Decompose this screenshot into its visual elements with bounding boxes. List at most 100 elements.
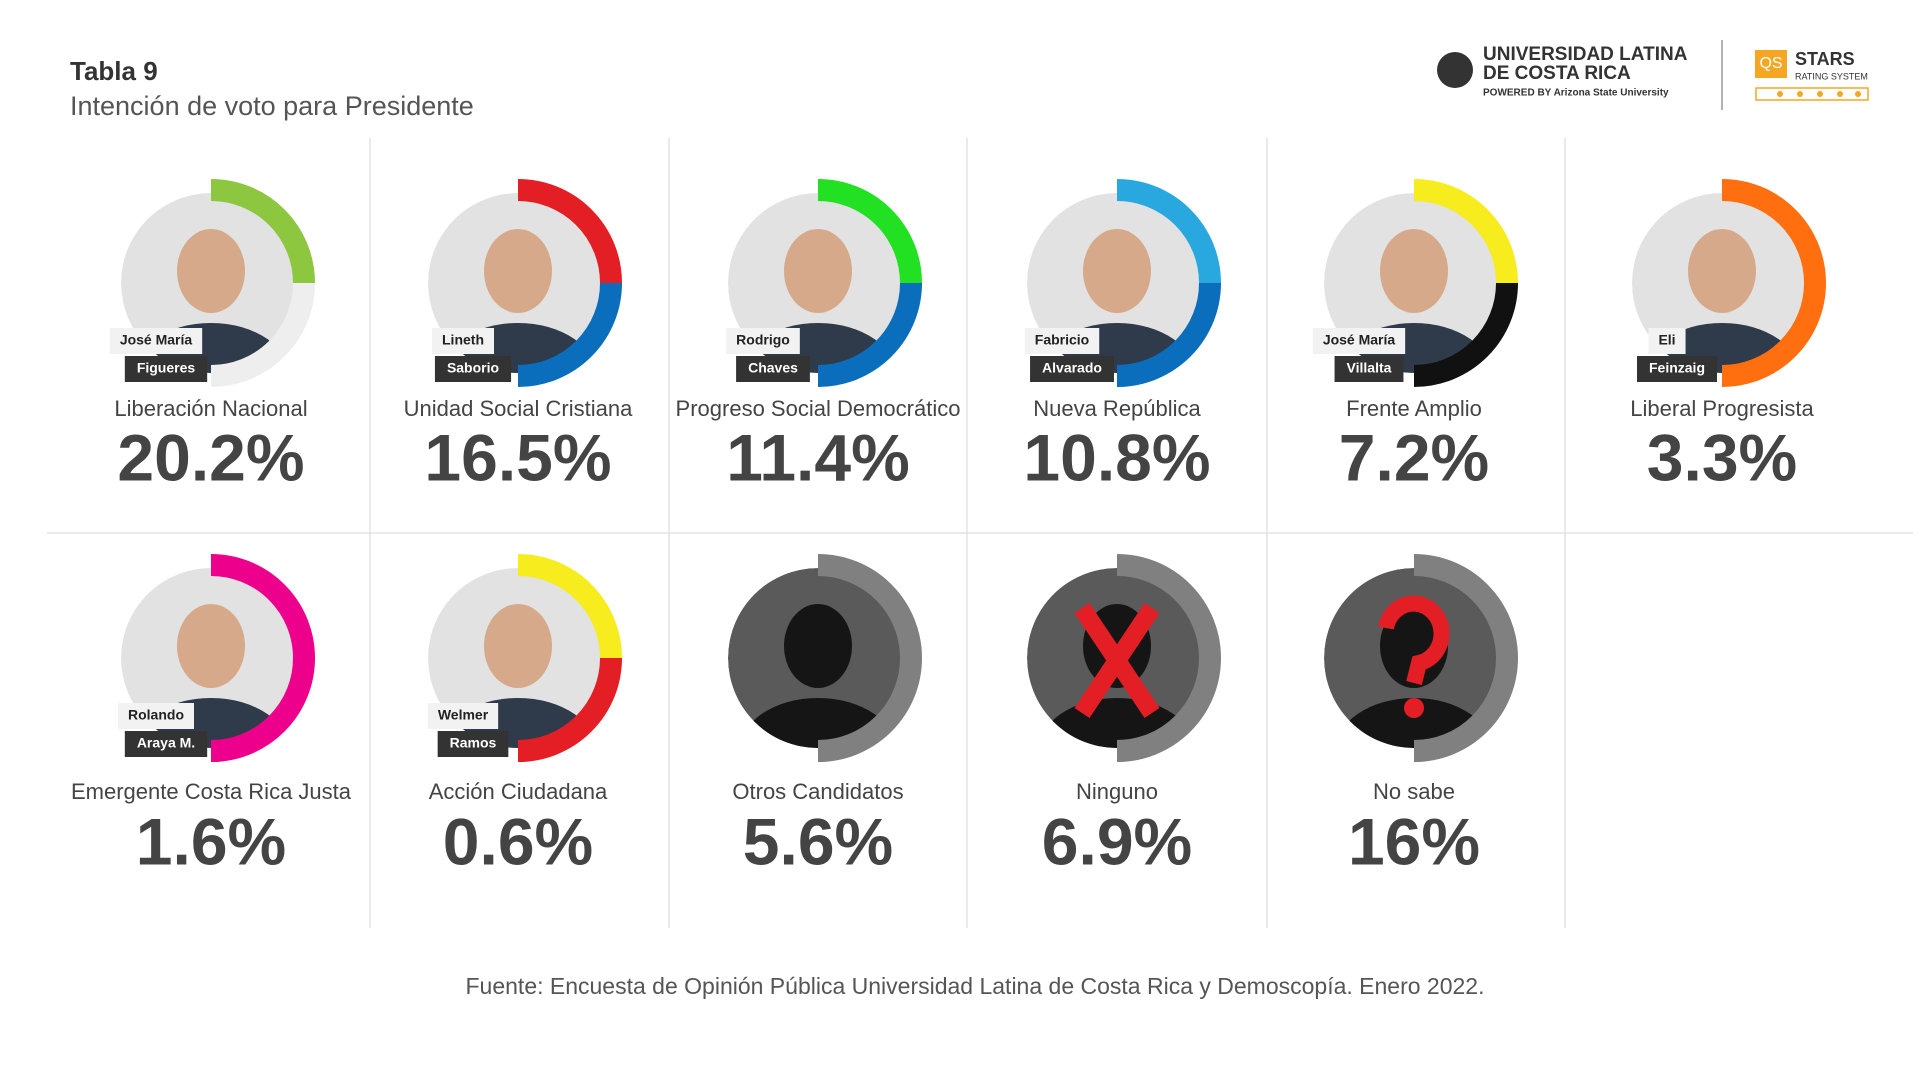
stars [1777,91,1861,97]
candidate-card: José María Figueres Liberación Nacional20.… [109,179,315,494]
first-name: Rodrigo [736,332,790,348]
vote-share: 5.6% [743,804,893,878]
candidate-card: Rolando Araya M. Emergente Costa Rica Just… [71,554,352,878]
ring-bottom [210,282,315,387]
stars-text: STARS [1795,49,1855,69]
vote-share: 1.6% [136,804,286,878]
grid-lines [47,138,1913,928]
first-name-tag [427,703,499,729]
last-name: Saborio [447,360,499,376]
party-name: Progreso Social Democrático [676,396,961,421]
ring-bottom [1721,282,1826,387]
ring-bottom [1116,657,1221,762]
first-name-tag [726,328,800,354]
first-name: Rolando [128,707,184,723]
party-name: Frente Amplio [1346,396,1482,421]
portrait-head [484,604,552,688]
vote-share: 10.8% [1023,420,1210,494]
candidate-card: Rodrigo Chaves Progreso Social Democrático… [676,179,961,494]
first-name-tag [109,328,203,354]
cards: José María Figueres Liberación Nacional20.… [71,179,1826,878]
ring-bottom [517,657,622,762]
party-name: Nueva República [1033,396,1201,421]
vote-share: 7.2% [1339,420,1489,494]
logo: UNIVERSIDAD LATINA DE COSTA RICA POWERED… [1437,40,1869,110]
portrait-head [784,604,852,688]
candidate-card: Lineth Saborio Unidad Social Cristiana16.5… [404,179,633,494]
first-name: Eli [1658,332,1675,348]
party-name: No sabe [1373,779,1455,804]
portrait-head [177,229,245,313]
last-name: Chaves [748,360,798,376]
portrait-shoulders [1037,698,1197,748]
last-name: Villalta [1347,360,1392,376]
ring-top [1413,179,1518,284]
portrait-head [1083,229,1151,313]
first-name: José María [1323,332,1396,348]
question-icon [1378,595,1450,685]
first-name: Lineth [442,332,484,348]
globe-icon [1437,52,1473,88]
footer: Fuente: Encuesta de Opinión Pública Univ… [466,973,1485,999]
subtitle: Intención de voto para Presidente [70,91,474,121]
ring-bottom [1413,282,1518,387]
first-name-tag [1648,328,1686,354]
ring-bottom [1116,282,1221,387]
ring-top [1721,179,1826,284]
portrait [728,568,908,748]
portrait-head [1380,229,1448,313]
qs-box [1755,50,1787,78]
last-name-tag [1636,356,1718,382]
portrait-head [484,229,552,313]
last-name-tag [736,356,810,382]
ring-bottom [817,657,922,762]
last-name-tag [124,356,208,382]
ring-bottom [817,282,922,387]
vote-share: 3.3% [1647,420,1797,494]
last-name: Feinzaig [1649,360,1705,376]
ring-top [817,179,922,284]
rating-text: RATING SYSTEM [1795,71,1868,81]
portrait-head [177,604,245,688]
vote-share: 20.2% [117,420,304,494]
party-name: Unidad Social Cristiana [404,396,633,421]
last-name-tag [1334,356,1404,382]
first-name: José María [120,332,193,348]
first-name-tag [432,328,494,354]
party-name: Ninguno [1076,779,1158,804]
portrait-head [1688,229,1756,313]
party-name: Emergente Costa Rica Justa [71,779,352,804]
party-name: Liberación Nacional [114,396,307,421]
title: Tabla 9 [70,56,158,86]
ring-top [1116,554,1221,659]
ring-bottom [1413,657,1518,762]
first-name-tag [118,703,194,729]
qs-text: QS [1759,55,1782,72]
vote-share: 16.5% [424,420,611,494]
question-dot [1404,698,1424,718]
last-name: Figueres [137,360,196,376]
portrait-shoulders [738,698,898,748]
portrait-head [784,229,852,313]
portrait-shoulders [1334,698,1494,748]
last-name: Alvarado [1042,360,1102,376]
logo-line: DE COSTA RICA [1483,63,1631,84]
party-name: Liberal Progresista [1630,396,1814,421]
ring-top [817,554,922,659]
ring-top [1413,554,1518,659]
first-name: Welmer [438,707,489,723]
logo-line: UNIVERSIDAD LATINA [1483,44,1688,65]
party-name: Acción Ciudadana [429,779,608,804]
ring-bottom [517,282,622,387]
last-name-tag [124,731,208,757]
party-name: Otros Candidatos [732,779,903,804]
stars-box [1755,87,1869,101]
first-name: Fabricio [1035,332,1089,348]
